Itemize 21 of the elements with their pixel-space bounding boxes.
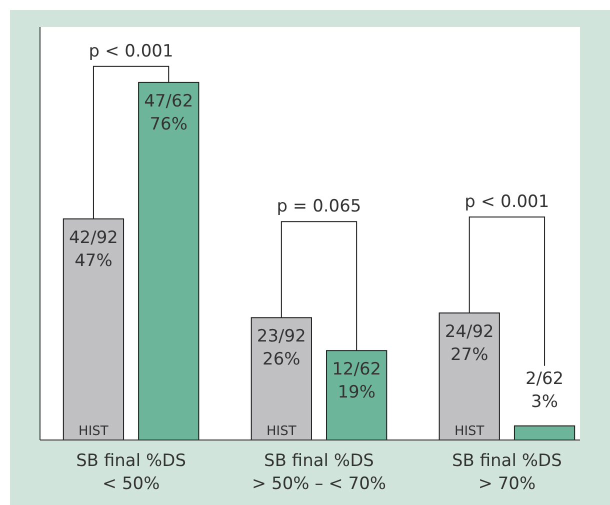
x-tick-label: SB final %DS > 70% xyxy=(452,451,562,494)
data-label: 2/62 3% xyxy=(525,368,564,412)
bar xyxy=(250,317,312,440)
x-tick-label: SB final %DS < 50% xyxy=(76,451,186,494)
bar xyxy=(62,218,124,440)
annotation: p < 0.001 xyxy=(464,192,550,212)
annotation: p = 0.065 xyxy=(276,196,362,217)
data-label: 47/62 76% xyxy=(144,91,194,134)
data-label: 24/92 27% xyxy=(444,322,494,365)
text: HIST xyxy=(454,424,484,439)
bar xyxy=(438,312,500,440)
text: HIST xyxy=(266,424,296,439)
data-label: 42/92 47% xyxy=(68,228,118,271)
x-tick-label: SB final %DS > 50% – < 70% xyxy=(252,451,386,494)
data-label: 23/92 26% xyxy=(256,326,306,370)
text: p < 0.001 xyxy=(88,41,174,62)
bar xyxy=(514,425,576,440)
bar xyxy=(326,350,388,440)
series-label: HIST xyxy=(78,424,108,439)
bar xyxy=(138,82,200,440)
data-label: 12/62 19% xyxy=(332,360,382,403)
